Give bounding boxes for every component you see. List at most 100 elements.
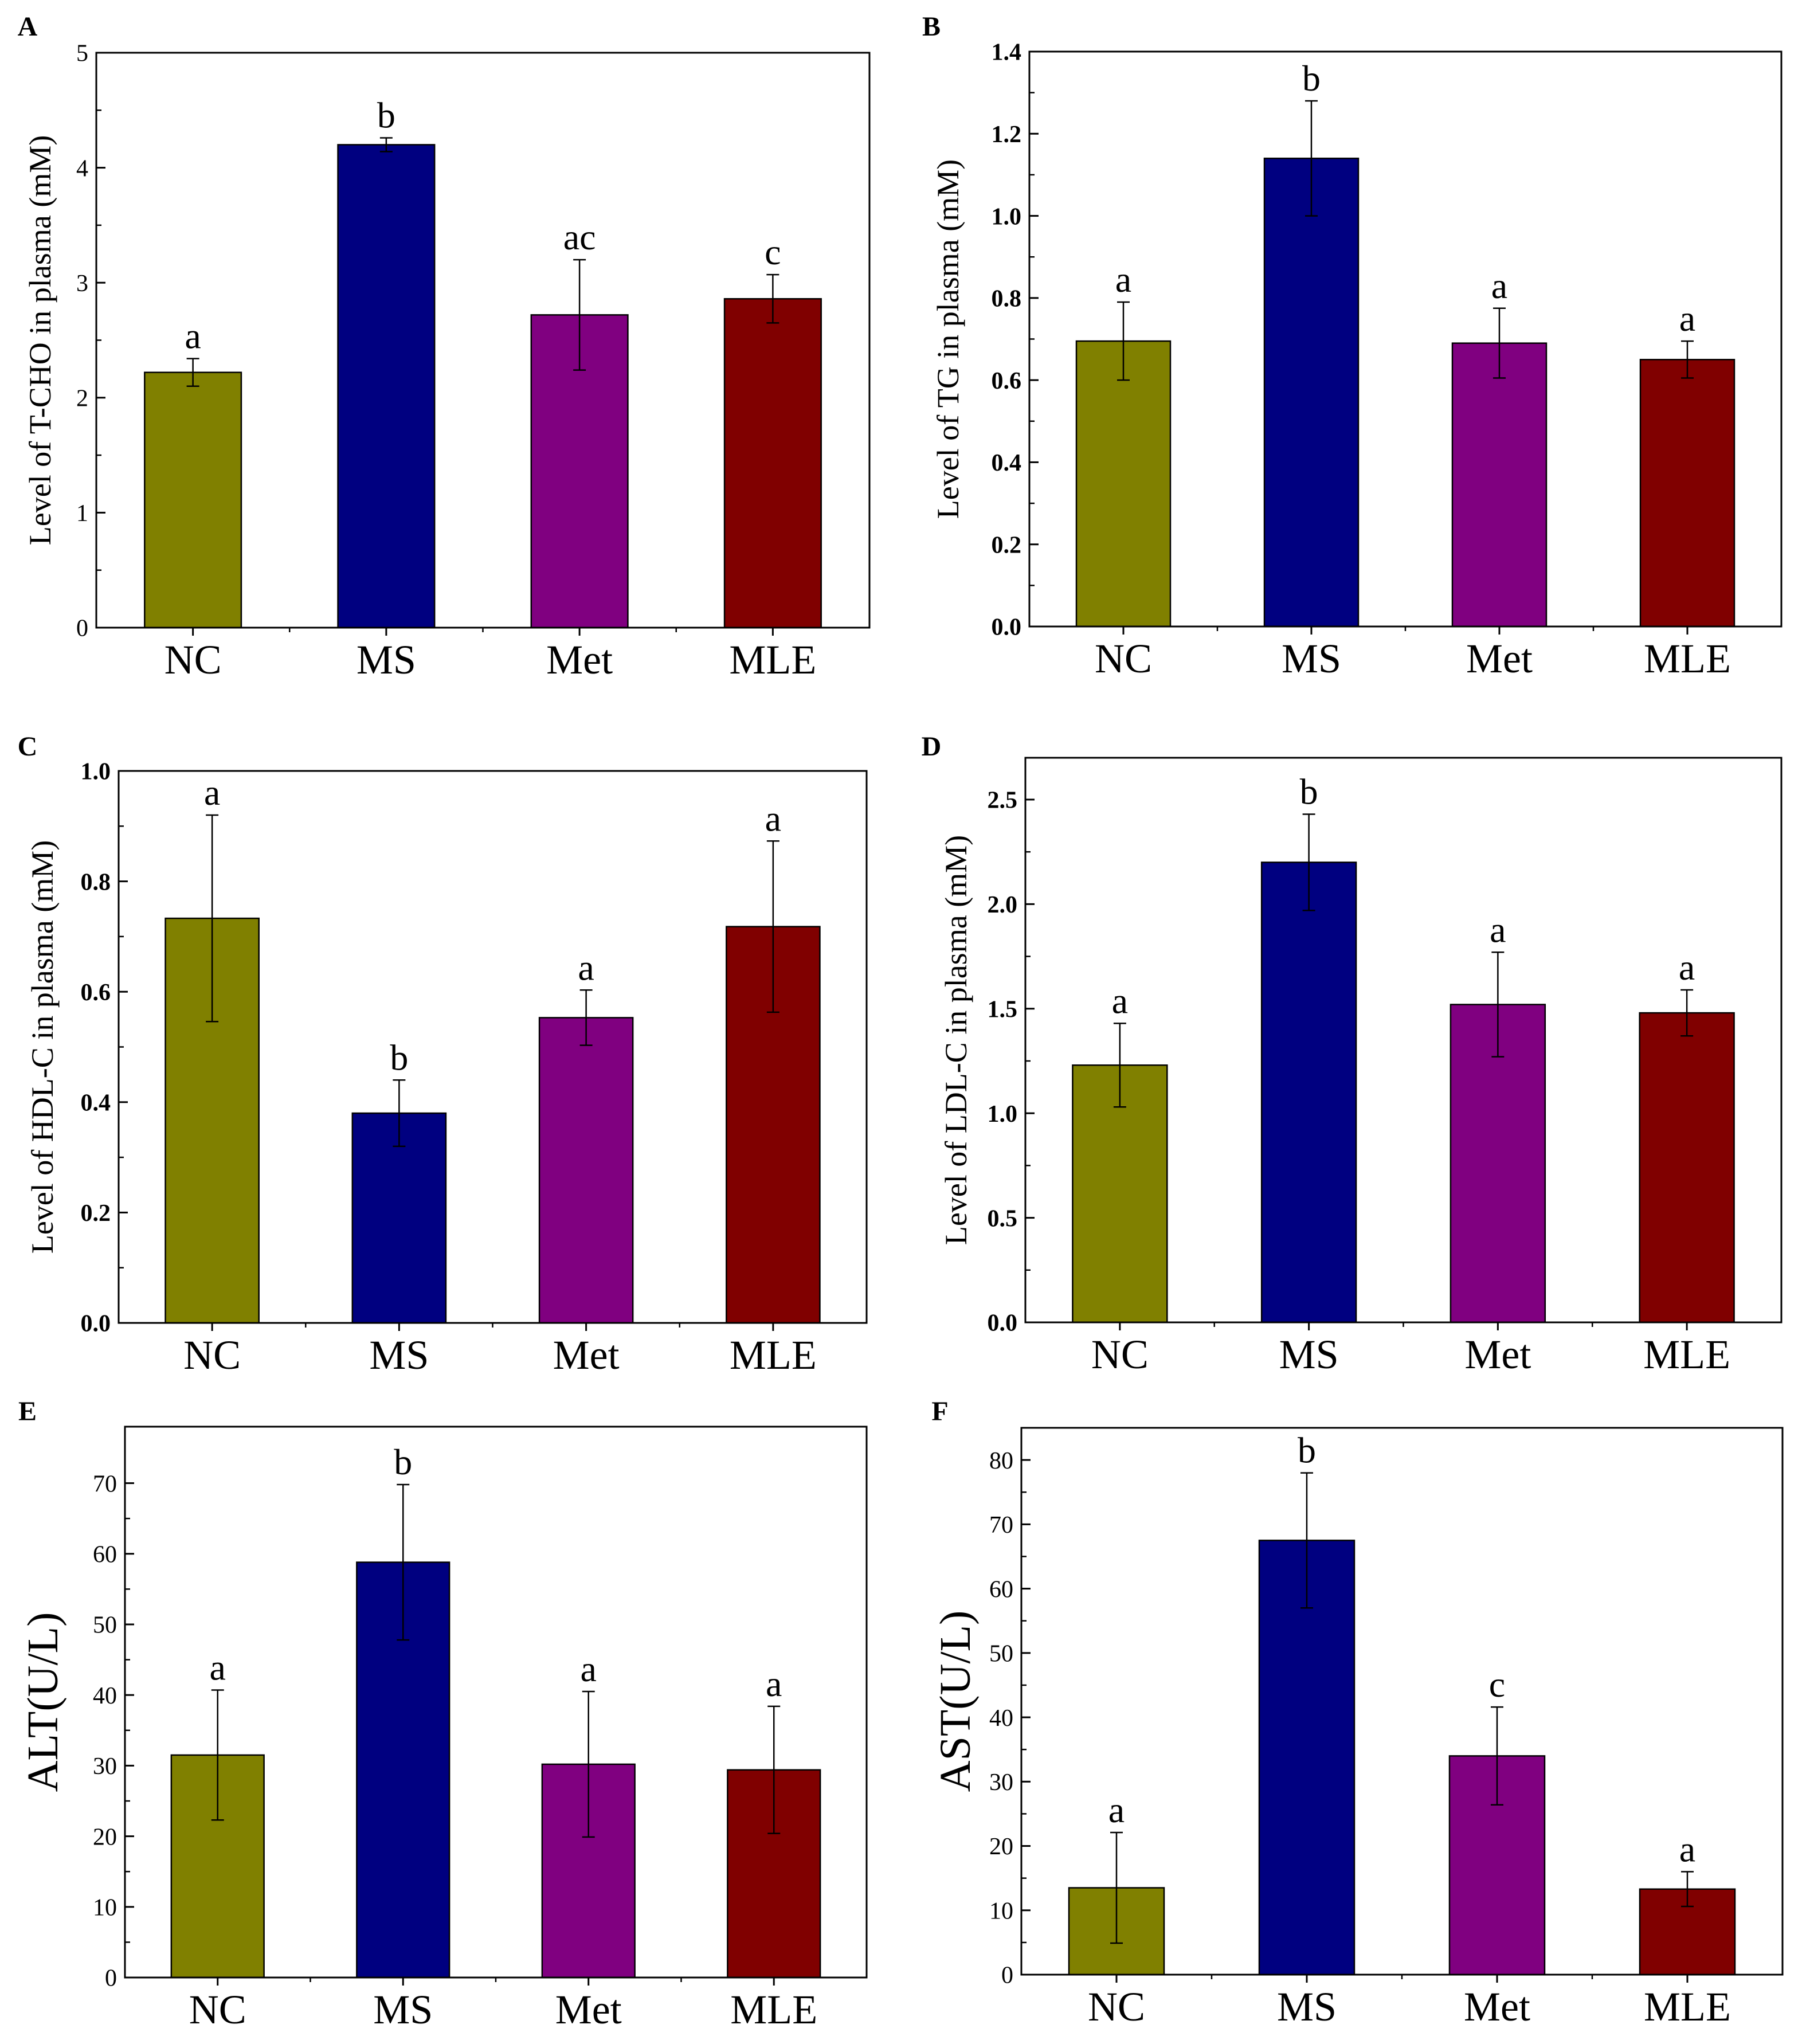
y-tick-label-c-3: 0.6 [81,980,111,1006]
x-tick-label-c-mle: MLE [730,1332,817,1378]
y-tick-label-b-3: 0.6 [992,368,1022,394]
bar-d-nc [1072,1064,1168,1323]
y-tick-label-a-3: 3 [76,271,88,297]
significance-label-e-met: a [581,1648,597,1689]
y-tick-label-a-4: 4 [76,155,88,182]
y-tick-label-c-0: 0.0 [81,1311,111,1337]
y-axis-label-b: Level of TG in plasma (mM) [931,159,965,519]
significance-label-c-nc: a [204,772,220,813]
y-tick-label-b-7: 1.4 [992,40,1022,66]
significance-label-b-mle: a [1679,298,1695,339]
x-tick-label-e-nc: NC [189,1987,246,2033]
panel-letter-a: A [18,11,38,42]
significance-label-f-ms: b [1298,1430,1316,1471]
bar-f-ms [1258,1540,1356,1976]
y-tick-label-b-0: 0.0 [992,614,1022,641]
y-axis-label-c: Level of HDL-C in plasma (mM) [25,840,60,1254]
y-tick-label-f-0: 0 [1001,1963,1013,1989]
y-tick-label-d-3: 1.5 [988,996,1018,1023]
y-tick-label-b-6: 1.2 [992,122,1022,148]
significance-label-e-ms: b [394,1442,412,1482]
plot-frame-f [1020,1427,1784,1976]
x-tick-label-f-nc: NC [1088,1984,1145,2030]
plot-frame-a [95,52,871,629]
x-tick-label-a-nc: NC [164,637,222,683]
y-tick-label-d-1: 0.5 [988,1205,1018,1232]
y-tick-label-d-5: 2.5 [988,788,1018,814]
bar-b-mle [1639,359,1736,628]
x-tick-label-e-met: Met [555,1987,622,2033]
panel-letter-c: C [18,731,38,762]
x-tick-label-f-mle: MLE [1644,1984,1731,2030]
y-tick-label-f-1: 10 [989,1898,1013,1924]
y-tick-label-c-4: 0.8 [81,869,111,895]
chart-panel-c: C 0.0 0.2 0.4 0.6 0.8 1.0 Level of HDL-C in pla… [18,731,868,1378]
significance-label-c-met: a [578,947,594,988]
y-axis-label-e: ALT(U/L) [19,1612,67,1792]
x-tick-label-c-ms: MS [369,1332,429,1378]
significance-label-f-met: c [1489,1664,1505,1705]
y-tick-label-f-7: 70 [989,1512,1013,1538]
y-tick-label-a-2: 2 [76,386,88,412]
y-tick-label-e-7: 70 [93,1471,117,1497]
panel-letter-b: B [922,11,941,42]
plot-frame-b [1028,50,1783,628]
significance-label-d-nc: a [1112,980,1128,1021]
significance-label-a-mle: c [765,232,781,272]
plot-frame-e [124,1426,868,1979]
y-axis-label-a: Level of T-CHO in plasma (mM) [23,135,57,545]
panel-letter-d: D [922,731,942,762]
chart-panel-e: E 0 10 20 30 40 50 60 70 ALT(U/L) a NC b MS a Met a MLE [18,1396,868,2033]
x-tick-label-c-met: Met [553,1332,620,1378]
significance-label-c-mle: a [765,798,781,839]
y-tick-label-e-4: 40 [93,1683,117,1709]
x-tick-label-b-mle: MLE [1644,636,1731,682]
bar-c-ms [351,1112,447,1324]
y-tick-label-f-2: 20 [989,1834,1013,1860]
x-tick-label-f-met: Met [1464,1984,1530,2030]
bar-c-met [538,1017,634,1324]
plot-frame-c [117,770,868,1324]
y-tick-label-f-8: 80 [989,1448,1013,1474]
x-tick-label-d-mle: MLE [1643,1332,1730,1377]
significance-label-e-mle: a [766,1663,782,1704]
x-tick-label-e-ms: MS [373,1987,433,2033]
x-tick-label-d-nc: NC [1091,1332,1149,1377]
x-tick-label-d-ms: MS [1279,1332,1339,1377]
significance-label-f-mle: a [1679,1828,1695,1869]
significance-label-b-met: a [1491,265,1507,306]
bar-b-met [1451,342,1548,628]
y-tick-label-e-3: 30 [93,1753,117,1780]
significance-label-b-nc: a [1115,259,1131,300]
x-tick-label-a-mle: MLE [729,637,816,683]
significance-label-b-ms: b [1302,58,1321,99]
y-tick-label-f-5: 50 [989,1641,1013,1667]
significance-label-f-nc: a [1108,1790,1125,1830]
significance-label-a-ms: b [377,95,395,135]
y-tick-label-d-4: 2.0 [988,892,1018,918]
x-tick-label-a-met: Met [546,637,613,683]
x-tick-label-b-met: Met [1466,636,1533,682]
x-tick-label-d-met: Met [1464,1332,1531,1377]
x-tick-label-a-ms: MS [357,637,416,683]
significance-label-e-nc: a [210,1647,226,1688]
y-tick-label-e-0: 0 [105,1965,117,1992]
significance-label-d-ms: b [1300,772,1318,812]
bar-b-ms [1263,158,1360,628]
significance-label-d-met: a [1490,909,1506,950]
y-tick-label-d-0: 0.0 [988,1310,1018,1337]
x-tick-label-f-ms: MS [1277,1984,1337,2030]
y-axis-label-f: AST(U/L) [931,1611,980,1792]
y-tick-label-c-5: 1.0 [81,759,111,785]
y-tick-label-d-2: 1.0 [988,1101,1018,1127]
y-tick-label-e-1: 10 [93,1894,117,1921]
y-tick-label-c-2: 0.4 [81,1090,111,1117]
chart-panel-a: A 0 1 2 3 4 5 Level of T-CHO in plasma (mM) a NC b… [18,11,871,683]
y-tick-label-a-5: 5 [76,41,88,67]
y-tick-label-e-6: 60 [93,1541,117,1568]
chart-panel-d: D 0.0 0.5 1.0 1.5 2.0 2.5 Level of LDL-C in pla… [922,731,1783,1377]
significance-label-d-mle: a [1679,947,1695,988]
significance-label-c-ms: b [390,1037,408,1078]
y-tick-label-f-4: 40 [989,1705,1013,1732]
